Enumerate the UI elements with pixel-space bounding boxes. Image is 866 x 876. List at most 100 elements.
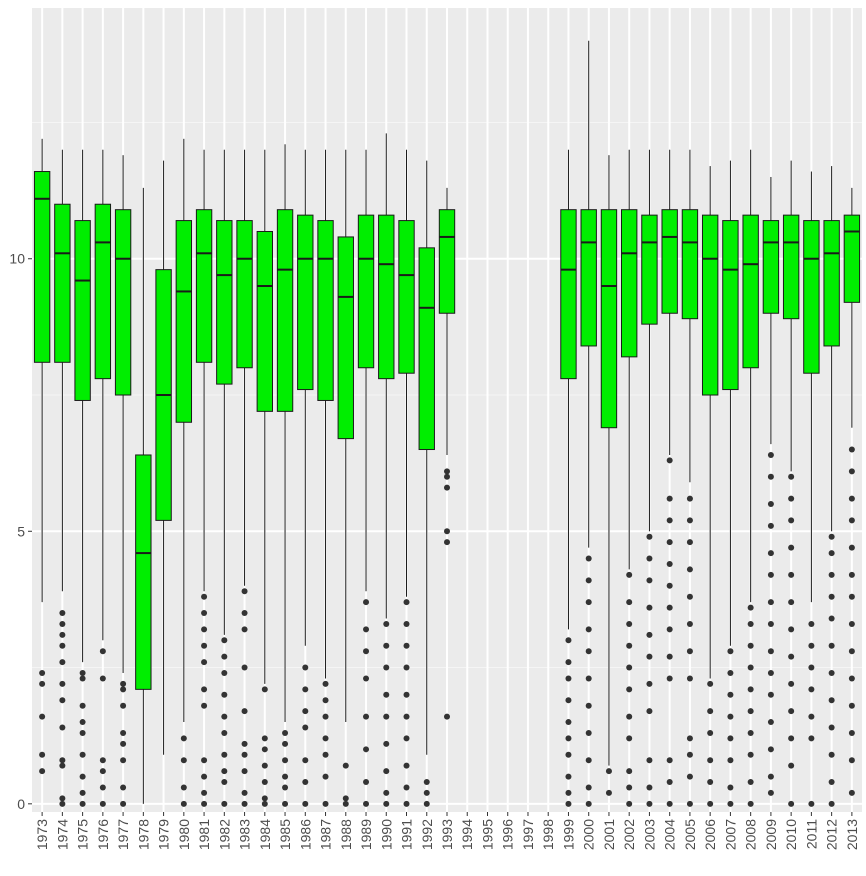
outlier-point <box>686 539 693 546</box>
outlier-point <box>707 680 714 687</box>
outlier-point <box>788 517 795 524</box>
outlier-point <box>848 702 855 709</box>
x-tick-label: 1989 <box>358 819 374 850</box>
outlier-point <box>747 642 754 649</box>
box-series <box>33 40 861 807</box>
x-tick-label: 2004 <box>662 819 678 850</box>
outlier-point <box>59 762 66 769</box>
outlier-point <box>363 599 370 606</box>
outlier-point <box>707 757 714 764</box>
box-2012 <box>823 166 840 807</box>
outlier-point <box>282 757 289 764</box>
box-body <box>357 214 375 369</box>
outlier-point <box>767 773 774 780</box>
outlier-point <box>363 800 370 807</box>
outlier-point <box>99 675 106 682</box>
outlier-point <box>120 800 127 807</box>
outlier-point <box>383 691 390 698</box>
outlier-point <box>59 620 66 627</box>
outlier-point <box>686 735 693 742</box>
outlier-point <box>727 757 734 764</box>
outlier-point <box>241 789 248 796</box>
outlier-point <box>605 768 612 775</box>
outlier-point <box>322 800 329 807</box>
x-tick-label: 2008 <box>743 819 759 850</box>
outlier-point <box>302 664 309 671</box>
outlier-point <box>201 659 208 666</box>
outlier-point <box>201 789 208 796</box>
box-body <box>823 220 840 347</box>
outlier-point <box>221 729 228 736</box>
outlier-point <box>59 680 66 687</box>
outlier-point <box>383 800 390 807</box>
outlier-point <box>767 789 774 796</box>
outlier-point <box>828 615 835 622</box>
outlier-point <box>666 779 673 786</box>
outlier-point <box>848 729 855 736</box>
outlier-point <box>383 740 390 747</box>
outlier-point <box>666 653 673 660</box>
outlier-point <box>302 708 309 715</box>
outlier-point <box>322 735 329 742</box>
box-2006 <box>701 166 719 807</box>
outlier-point <box>99 757 106 764</box>
outlier-point <box>788 735 795 742</box>
outlier-point <box>565 800 572 807</box>
box-1993 <box>438 187 456 720</box>
box-2001 <box>600 155 618 796</box>
outlier-point <box>686 620 693 627</box>
outlier-point <box>201 773 208 780</box>
outlier-point <box>626 713 633 720</box>
outlier-point <box>261 800 268 807</box>
outlier-point <box>444 484 450 491</box>
outlier-point <box>383 620 390 627</box>
x-tick-label: 1990 <box>378 819 394 850</box>
outlier-point <box>59 724 66 731</box>
outlier-point <box>626 686 633 693</box>
outlier-point <box>767 550 774 557</box>
outlier-point <box>828 642 835 649</box>
box-1981 <box>195 149 213 807</box>
outlier-point <box>727 670 734 677</box>
outlier-point <box>788 653 795 660</box>
x-tick-label: 2000 <box>581 819 597 850</box>
outlier-point <box>788 495 795 502</box>
outlier-point <box>626 784 633 791</box>
box-1989 <box>357 149 375 807</box>
outlier-point <box>686 751 693 758</box>
outlier-point <box>403 762 410 769</box>
outlier-point <box>565 751 572 758</box>
outlier-point <box>79 729 86 736</box>
x-tick-label: 1992 <box>419 819 435 850</box>
x-tick-label: 2010 <box>783 819 799 850</box>
box-body <box>114 209 132 396</box>
outlier-point <box>707 779 714 786</box>
x-tick-label: 2011 <box>803 819 819 849</box>
outlier-point <box>363 779 370 786</box>
outlier-point <box>646 653 653 660</box>
outlier-point <box>302 779 309 786</box>
outlier-point <box>565 735 572 742</box>
outlier-point <box>626 599 633 606</box>
outlier-point <box>79 670 86 677</box>
outlier-point <box>585 599 592 606</box>
outlier-point <box>302 724 309 731</box>
outlier-point <box>848 675 855 682</box>
outlier-point <box>848 517 855 524</box>
box-body <box>74 220 91 401</box>
outlier-point <box>59 610 66 617</box>
x-tick-label: 1984 <box>257 819 273 850</box>
outlier-point <box>241 588 248 595</box>
box-body <box>681 209 699 320</box>
outlier-point <box>403 691 410 698</box>
outlier-point <box>221 637 228 644</box>
outlier-point <box>383 713 390 720</box>
outlier-point <box>788 571 795 578</box>
outlier-point <box>585 729 592 736</box>
outlier-point <box>221 800 228 807</box>
box-1984 <box>256 149 273 807</box>
outlier-point <box>626 735 633 742</box>
y-axis: 0 5 10 <box>9 251 32 812</box>
outlier-point <box>727 648 734 655</box>
outlier-point <box>808 642 815 649</box>
